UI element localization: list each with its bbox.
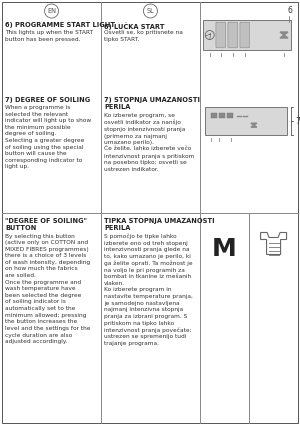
Polygon shape xyxy=(251,123,257,127)
Text: 7) STOPNJA UMAZANOSTI
PERILA: 7) STOPNJA UMAZANOSTI PERILA xyxy=(104,97,200,110)
Text: SL: SL xyxy=(147,8,154,14)
Text: When a programme is
selected the relevant
indicator will light up to show
the mi: When a programme is selected the relevan… xyxy=(5,105,91,170)
Bar xyxy=(203,20,291,50)
Text: TIPKA STOPNJA UMAZANOSTI
PERILA: TIPKA STOPNJA UMAZANOSTI PERILA xyxy=(104,218,215,231)
Text: S pomočjo te tipke lahko
izberete eno od treh stopenj
intenzivnosti pranja glede: S pomočjo te tipke lahko izberete eno od… xyxy=(104,233,193,346)
Text: This lights up when the START
button has been pressed.: This lights up when the START button has… xyxy=(5,30,93,42)
Text: EN: EN xyxy=(47,8,56,14)
FancyBboxPatch shape xyxy=(228,22,238,48)
Text: 6) PROGRAMME START LIGHT: 6) PROGRAMME START LIGHT xyxy=(5,22,115,28)
Text: By selecting this button
(active only on COTTON and
MIXED FIBRES programmes)
the: By selecting this button (active only on… xyxy=(5,233,91,344)
Text: "DEGREE OF SOILING"
BUTTON: "DEGREE OF SOILING" BUTTON xyxy=(5,218,87,231)
Text: 6: 6 xyxy=(288,6,292,15)
Text: 7: 7 xyxy=(295,116,300,125)
FancyBboxPatch shape xyxy=(240,22,250,48)
Bar xyxy=(211,113,217,118)
FancyBboxPatch shape xyxy=(216,22,226,48)
Text: Osvetli se, ko pritisnete na
tipko START.: Osvetli se, ko pritisnete na tipko START… xyxy=(104,30,183,42)
Bar xyxy=(205,107,287,135)
Text: M: M xyxy=(212,238,237,261)
Text: 7) DEGREE OF SOILING: 7) DEGREE OF SOILING xyxy=(5,97,90,103)
Text: 6) LUČKA START: 6) LUČKA START xyxy=(104,22,165,29)
Polygon shape xyxy=(280,32,288,38)
Bar xyxy=(227,113,233,118)
Text: Ko izberete program, se
osvetli indikator za nanšjo
stopnjo intenzivnosti pranja: Ko izberete program, se osvetli indikato… xyxy=(104,113,194,172)
Bar xyxy=(219,113,225,118)
